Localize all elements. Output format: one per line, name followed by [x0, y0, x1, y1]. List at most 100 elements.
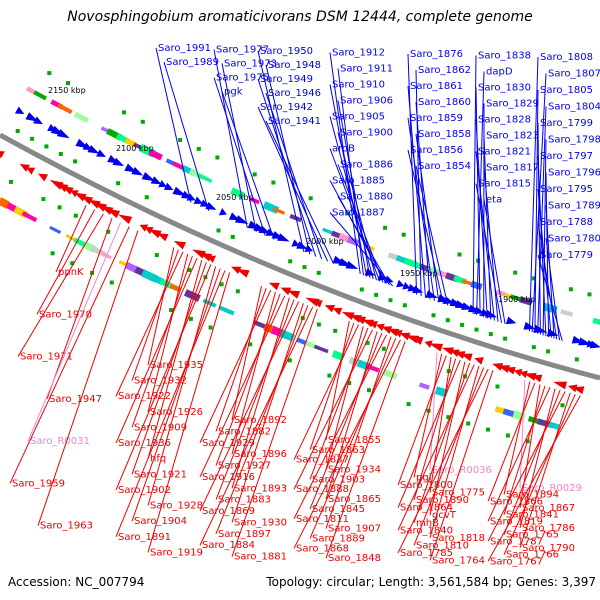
gene-label: Saro_1989	[166, 57, 219, 68]
callout-line	[231, 303, 304, 523]
gene-label: Saro_1894	[506, 490, 559, 501]
gene-label: Saro_1830	[478, 83, 531, 94]
gene-label: Saro_1902	[118, 485, 171, 496]
gene-arrow	[402, 282, 411, 290]
gene-label: Saro_1818	[432, 533, 485, 544]
feature-marker	[106, 229, 111, 234]
gene-label: Saro_1786	[522, 523, 575, 534]
feature-marker	[381, 346, 386, 351]
gene-label: Saro_1948	[268, 60, 321, 71]
accession-label: Accession: NC_007794	[8, 575, 144, 589]
gene-arrow	[144, 226, 154, 235]
gene-arrow	[26, 167, 36, 175]
inner-marker-track-top	[15, 129, 579, 362]
feature-marker	[327, 373, 332, 378]
gene-arrow	[56, 129, 70, 139]
gene-arrow	[291, 239, 300, 247]
gene-label: Saro_1926	[150, 407, 203, 418]
gene-callout: Saro_1787	[487, 391, 566, 547]
callout-line	[213, 77, 266, 236]
gene-label: Saro_1865	[328, 494, 381, 505]
gene-arrow	[504, 366, 516, 375]
cog-block	[0, 197, 11, 209]
callout-line	[147, 253, 189, 412]
gene-callout: Saro_1819	[487, 387, 551, 527]
callout-line	[537, 106, 547, 334]
gene-callout: Saro_1810	[413, 367, 485, 551]
gene-arrow	[530, 374, 543, 383]
callout-line	[483, 135, 492, 320]
gene-label: Saro_1797	[540, 151, 593, 162]
gene-arrow	[387, 328, 400, 337]
gene-callout: Saro_1947	[46, 217, 113, 405]
gene-arrow	[368, 321, 378, 329]
feature-marker	[457, 252, 462, 257]
gene-label: Saro_1765	[506, 530, 559, 541]
callout-line	[293, 334, 387, 519]
feature-marker	[402, 303, 407, 308]
callout-line	[155, 47, 192, 203]
gene-label: Saro_1868	[296, 543, 349, 554]
feature-marker	[316, 322, 321, 327]
callout-line	[397, 359, 461, 508]
feature-marker	[73, 213, 78, 218]
gene-label: Saro_1942	[260, 102, 313, 113]
gene-label: Saro_1897	[218, 529, 271, 540]
feature-marker	[248, 342, 253, 347]
cog-block	[218, 305, 235, 316]
callout-line	[325, 331, 378, 500]
gene-callout: Saro_1970	[36, 209, 96, 320]
gene-label: Saro_1921	[134, 469, 187, 480]
callout-line	[147, 260, 203, 459]
callout-line	[265, 120, 334, 264]
gene-callout: Saro_1959	[9, 226, 130, 489]
feature-marker	[252, 172, 257, 177]
feature-marker	[271, 180, 276, 185]
gene-callout: Saro_R0031	[27, 222, 122, 447]
callout-line	[215, 287, 267, 432]
gene-arrow	[376, 323, 385, 332]
gene-arrow	[349, 314, 362, 323]
gene-arrow	[505, 316, 517, 325]
gene-callout: Saro_1963	[37, 230, 139, 532]
gene-arrow	[87, 144, 100, 154]
callout-line	[131, 255, 193, 428]
gene-arrow	[99, 205, 114, 215]
gene-label: Saro_1903	[312, 474, 365, 485]
gene-label: pgk	[224, 87, 243, 98]
callout-line	[537, 221, 558, 340]
feature-marker	[546, 349, 551, 354]
gene-callout: Saro_1904	[131, 268, 221, 527]
callout-line	[199, 306, 314, 546]
callout-line	[503, 381, 531, 495]
gene-label: Saro_1971	[20, 352, 73, 363]
callout-line	[115, 270, 226, 537]
gene-callout: Saro_1868	[293, 339, 401, 554]
callout-line	[147, 247, 175, 366]
gene-arrow	[553, 381, 568, 390]
feature-marker	[196, 146, 201, 151]
gene-arrow	[0, 150, 5, 159]
callout-line	[528, 56, 539, 332]
gene-callout: Saro_R0029	[519, 379, 582, 494]
callout-line	[213, 49, 248, 229]
gene-arrow	[381, 326, 393, 334]
gene-arrow	[141, 171, 156, 182]
gene-arrow	[199, 252, 213, 262]
callout-line	[487, 387, 551, 522]
gene-arrow	[364, 268, 376, 276]
gene-label: Saro_1896	[234, 449, 287, 460]
feature-marker	[316, 270, 321, 275]
gene-arrow	[268, 282, 280, 291]
gene-callout: Saro_1975	[213, 73, 269, 236]
gene-callout: Saro_1823	[483, 131, 539, 320]
gene-arrow	[412, 285, 424, 294]
gene-callout: Saro_1926	[147, 253, 203, 418]
gene-label: Saro_1829	[486, 99, 539, 110]
cog-block	[382, 369, 398, 380]
feature-marker	[401, 232, 406, 237]
feature-marker	[288, 259, 293, 264]
gene-callout: aroB	[329, 144, 381, 282]
gene-label: Saro_1946	[268, 88, 321, 99]
feature-marker	[188, 316, 193, 321]
